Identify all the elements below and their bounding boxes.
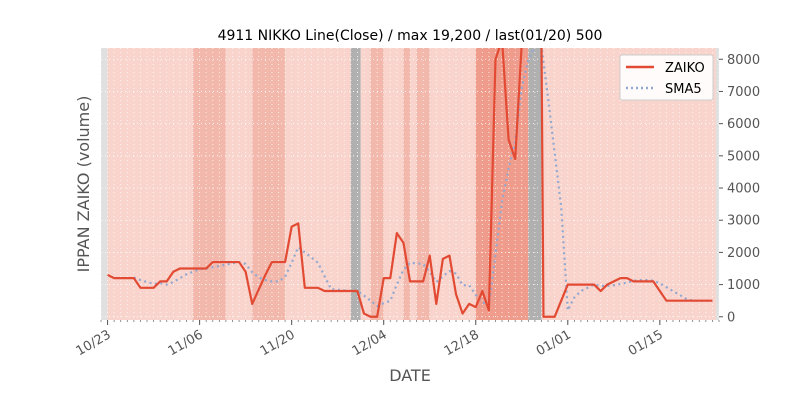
- x-tick-label: 10/23: [74, 327, 114, 359]
- x-tick-label: 01/15: [626, 327, 666, 359]
- shaded-band: [403, 48, 410, 320]
- x-tick-label: 12/18: [442, 327, 482, 359]
- y-tick-label: 0: [727, 310, 735, 325]
- y-axis-ticks: 0 1000 2000 3000 4000 5000 6000 7000 8000: [719, 53, 760, 325]
- x-axis-ticks: 10/23 11/06 11/20 12/04 12/18 01/01 01/15: [74, 320, 720, 359]
- shaded-band: [715, 48, 719, 320]
- y-tick-label: 1000: [727, 278, 760, 293]
- y-tick-label: 5000: [727, 149, 760, 164]
- shaded-band: [410, 48, 417, 320]
- y-tick-label: 6000: [727, 117, 760, 132]
- shaded-band: [350, 48, 361, 320]
- y-tick-label: 2000: [727, 246, 760, 261]
- series-lines: [107, 48, 713, 318]
- shaded-band: [252, 48, 286, 320]
- y-tick-label: 8000: [727, 53, 760, 68]
- series-line-zaiko: [107, 48, 713, 318]
- x-tick-label: 12/04: [350, 327, 390, 359]
- x-tick-label: 11/06: [166, 327, 206, 359]
- shaded-band: [193, 48, 226, 320]
- shaded-band: [360, 48, 371, 320]
- chart-title: 4911 NIKKO Line(Close) / max 19,200 / la…: [218, 28, 603, 44]
- y-tick-label: 7000: [727, 85, 760, 100]
- shaded-band: [101, 48, 108, 320]
- legend-label-zaiko: ZAIKO: [665, 61, 705, 76]
- legend: ZAIKO SMA5: [619, 54, 714, 101]
- legend-label-sma5: SMA5: [665, 82, 702, 97]
- y-tick-label: 3000: [727, 214, 760, 229]
- shaded-band: [383, 48, 404, 320]
- x-tick-label: 01/01: [534, 327, 574, 359]
- shaded-band: [107, 48, 194, 320]
- grid-lines: [100, 48, 720, 320]
- y-tick-label: 4000: [727, 182, 760, 197]
- y-axis-label: IPPAN ZAIKO (volume): [74, 96, 93, 273]
- x-tick-label: 11/20: [258, 327, 298, 359]
- x-axis-label: DATE: [389, 366, 431, 385]
